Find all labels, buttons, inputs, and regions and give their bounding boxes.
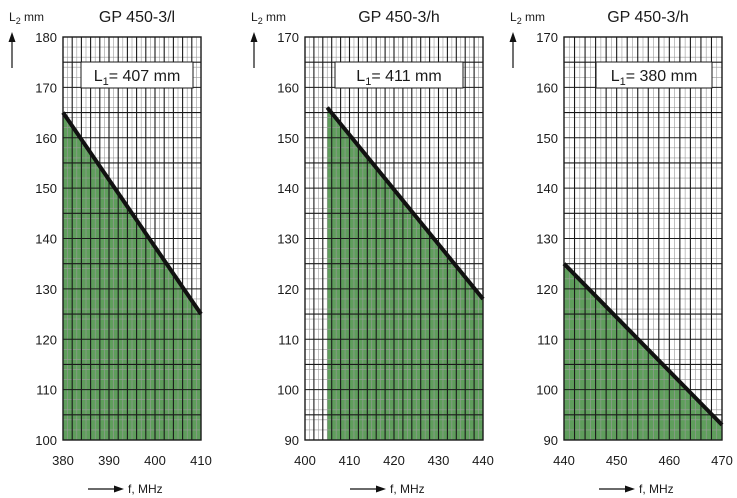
y-tick-label: 120: [35, 332, 57, 347]
y-tick-label: 130: [536, 232, 558, 247]
x-axis-arrow-head: [114, 485, 124, 493]
y-tick-label: 90: [544, 433, 558, 448]
x-tick-label: 420: [383, 453, 405, 468]
y-tick-label: 130: [35, 282, 57, 297]
x-axis-label: f, MHz: [639, 482, 674, 496]
y-tick-label: 160: [277, 80, 299, 95]
y-axis-label: L2 mm: [251, 10, 286, 26]
y-tick-label: 140: [536, 181, 558, 196]
series-line: [325, 106, 485, 301]
y-tick-label: 100: [35, 433, 57, 448]
annotation-label: L1= 380 mm: [611, 68, 698, 88]
x-axis-label: f, MHz: [390, 482, 425, 496]
y-tick-label: 110: [537, 332, 558, 347]
x-axis-arrow-head: [376, 485, 386, 493]
chart-title: GP 450-3/h: [607, 9, 689, 26]
chart-title: GP 450-3/h: [358, 9, 440, 26]
chart-panel-3: L1= 380 mm GP 450-3/h L2 mm 90 100 110 120 130 1…: [509, 9, 733, 496]
x-tick-label: 400: [294, 453, 316, 468]
y-axis-arrow-head: [8, 32, 16, 42]
annotation-box: [595, 61, 713, 89]
y-tick-label: 140: [277, 181, 299, 196]
x-tick-label: 380: [52, 453, 74, 468]
annotation-label: L1= 407 mm: [94, 68, 181, 88]
x-tick-label: 440: [553, 453, 575, 468]
x-tick-label: 470: [711, 453, 733, 468]
chart-panel-1: L1= 407 mm GP 450-3/l L2 mm 100 110 120 130 140…: [8, 9, 212, 496]
y-tick-label: 110: [278, 332, 299, 347]
y-tick-label: 150: [277, 131, 299, 146]
y-tick-label: 170: [277, 30, 299, 45]
y-tick-label: 180: [35, 30, 57, 45]
y-tick-label: 160: [536, 80, 558, 95]
x-tick-label: 410: [190, 453, 212, 468]
y-tick-label: 170: [536, 30, 558, 45]
major-grid: [564, 37, 722, 440]
y-axis-arrow-head: [250, 32, 258, 42]
plot-frame: [563, 36, 723, 441]
x-tick-label: 390: [98, 453, 120, 468]
series-line: [562, 262, 724, 427]
y-axis-arrow-head: [509, 32, 517, 42]
y-tick-label: 150: [536, 131, 558, 146]
series-line: [61, 111, 203, 316]
x-tick-label: 450: [606, 453, 628, 468]
x-tick-label: 460: [658, 453, 680, 468]
x-tick-label: 440: [472, 453, 494, 468]
x-tick-label: 430: [428, 453, 450, 468]
major-grid: [63, 37, 201, 440]
annotation-label: L1= 411 mm: [356, 68, 441, 88]
y-tick-label: 130: [277, 232, 299, 247]
y-tick-label: 140: [35, 232, 57, 247]
chart-panel-2: L1= 411 mm GP 450-3/h L2 mm 90 100 110 120 130 1…: [250, 9, 494, 496]
x-axis-arrow-head: [625, 485, 635, 493]
y-tick-label: 110: [36, 383, 57, 398]
y-tick-label: 120: [277, 282, 299, 297]
x-tick-label: 410: [339, 453, 361, 468]
y-tick-label: 100: [277, 383, 299, 398]
y-axis-label: L2 mm: [9, 10, 44, 26]
y-tick-label: 150: [35, 181, 57, 196]
annotation-box: [334, 61, 464, 89]
x-tick-label: 400: [144, 453, 166, 468]
y-tick-label: 100: [536, 383, 558, 398]
chart-title: GP 450-3/l: [99, 9, 175, 26]
x-axis-label: f, MHz: [128, 482, 163, 496]
y-axis-label: L2 mm: [510, 10, 545, 26]
annotation-box: [80, 61, 194, 89]
major-grid: [305, 37, 483, 440]
filled-region: [327, 107, 483, 441]
y-tick-label: 170: [35, 80, 57, 95]
y-tick-label: 120: [536, 282, 558, 297]
y-tick-label: 90: [285, 433, 299, 448]
plot-frame: [304, 36, 484, 441]
y-tick-label: 160: [35, 131, 57, 146]
plot-frame: [62, 36, 202, 441]
